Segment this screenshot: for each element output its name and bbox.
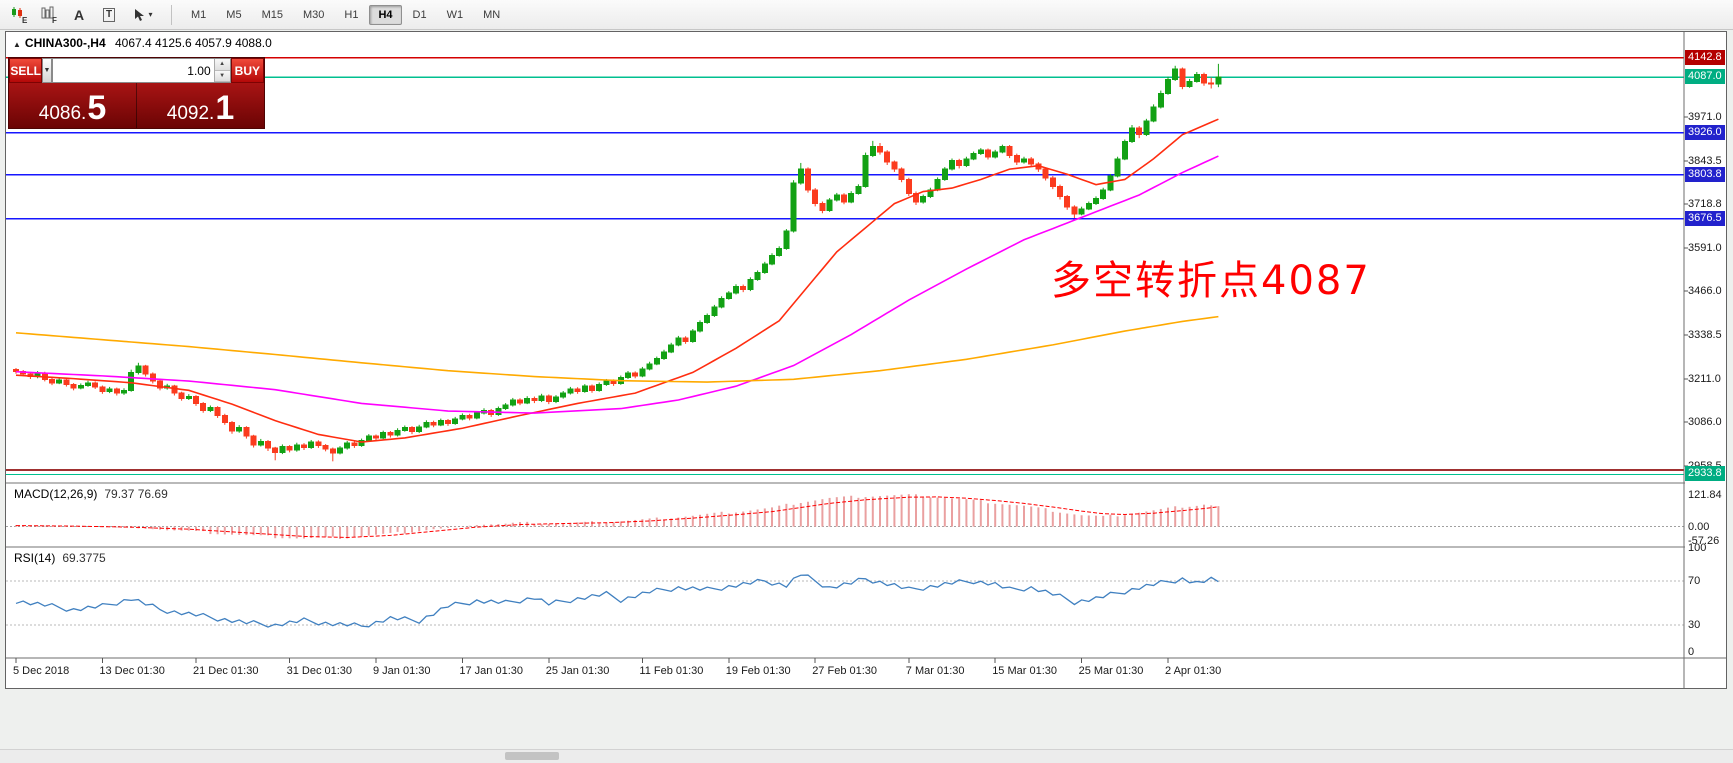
volume-up-button[interactable]: ▲: [214, 59, 230, 71]
ask-price-large: 1: [215, 89, 235, 128]
scrollbar-thumb[interactable]: [505, 752, 559, 760]
volume-down-button[interactable]: ▼: [214, 70, 230, 82]
bars-indicator-icon[interactable]: F: [35, 2, 63, 28]
fast-moving-average: [15, 118, 1219, 443]
volume-spinner: ▲ ▼: [213, 59, 230, 82]
toolbar: E F A T ▾ M1 M5 M15 M30 H1 H4 D1 W1 MN: [0, 0, 1733, 30]
mini-bars-glyph: F: [41, 6, 57, 24]
macd-signal-line: [15, 496, 1219, 538]
panel-separator[interactable]: [6, 482, 1726, 484]
candlestick-series: [13, 63, 1222, 462]
bid-price-small: 4086.: [38, 103, 87, 124]
insert-text-icon[interactable]: A: [73, 6, 85, 23]
timeframe-button-m1[interactable]: M1: [191, 8, 207, 21]
mid-moving-average: [15, 155, 1219, 414]
chart-window: ▲ CHINA300-,H4 4067.4 4125.6 4057.9 4088.…: [5, 31, 1727, 689]
timeframe-button-d1[interactable]: D1: [412, 8, 427, 21]
horizontal-price-lines[interactable]: [6, 57, 1684, 476]
mini-candles-glyph: E: [12, 6, 28, 24]
timeframe-button-mn[interactable]: MN: [483, 8, 501, 21]
buy-button[interactable]: BUY: [230, 58, 264, 83]
svg-text:F: F: [52, 16, 57, 24]
candles-expert-icon[interactable]: E: [5, 2, 33, 28]
timeframe-group: M1 M5 M15 M30 H1 H4 D1 W1 MN: [181, 4, 510, 25]
timeframe-button-h1[interactable]: H1: [344, 8, 359, 21]
timeframe-button-h4[interactable]: H4: [369, 4, 402, 25]
panel-separator[interactable]: [6, 546, 1726, 548]
timeframe-button-w1[interactable]: W1: [446, 8, 464, 21]
one-click-trading-panel: SELL ▼ ▲ ▼ BUY 4086. 5 4092. 1: [8, 57, 265, 129]
timeframe-button-m5[interactable]: M5: [226, 8, 242, 21]
bid-ask-row: 4086. 5 4092. 1: [9, 83, 264, 128]
sell-options-caret[interactable]: ▼: [42, 58, 52, 83]
volume-input[interactable]: [52, 59, 214, 82]
toolbar-separator: [171, 4, 172, 25]
text-label-icon[interactable]: T: [95, 2, 123, 28]
slow-moving-average: [15, 315, 1219, 383]
macd-histogram: [15, 494, 1220, 539]
bid-price[interactable]: 4086. 5: [9, 83, 137, 128]
timeframe-button-m30[interactable]: M30: [302, 8, 325, 21]
chart-canvas[interactable]: [6, 32, 1726, 688]
trade-controls-row: SELL ▼ ▲ ▼ BUY: [9, 58, 264, 83]
cursor-arrow-glyph: [135, 8, 145, 21]
horizontal-scrollbar[interactable]: [0, 749, 1733, 763]
ask-price[interactable]: 4092. 1: [137, 83, 264, 128]
volume-box: ▲ ▼: [51, 58, 231, 83]
rsi-line: [15, 574, 1219, 628]
cursor-tool-icon[interactable]: ▾: [125, 2, 161, 28]
svg-text:E: E: [22, 16, 28, 24]
ask-price-small: 4092.: [166, 103, 215, 124]
timeframe-button-m15[interactable]: M15: [261, 8, 283, 21]
bid-price-large: 5: [87, 89, 107, 128]
sell-button[interactable]: SELL: [9, 58, 43, 83]
